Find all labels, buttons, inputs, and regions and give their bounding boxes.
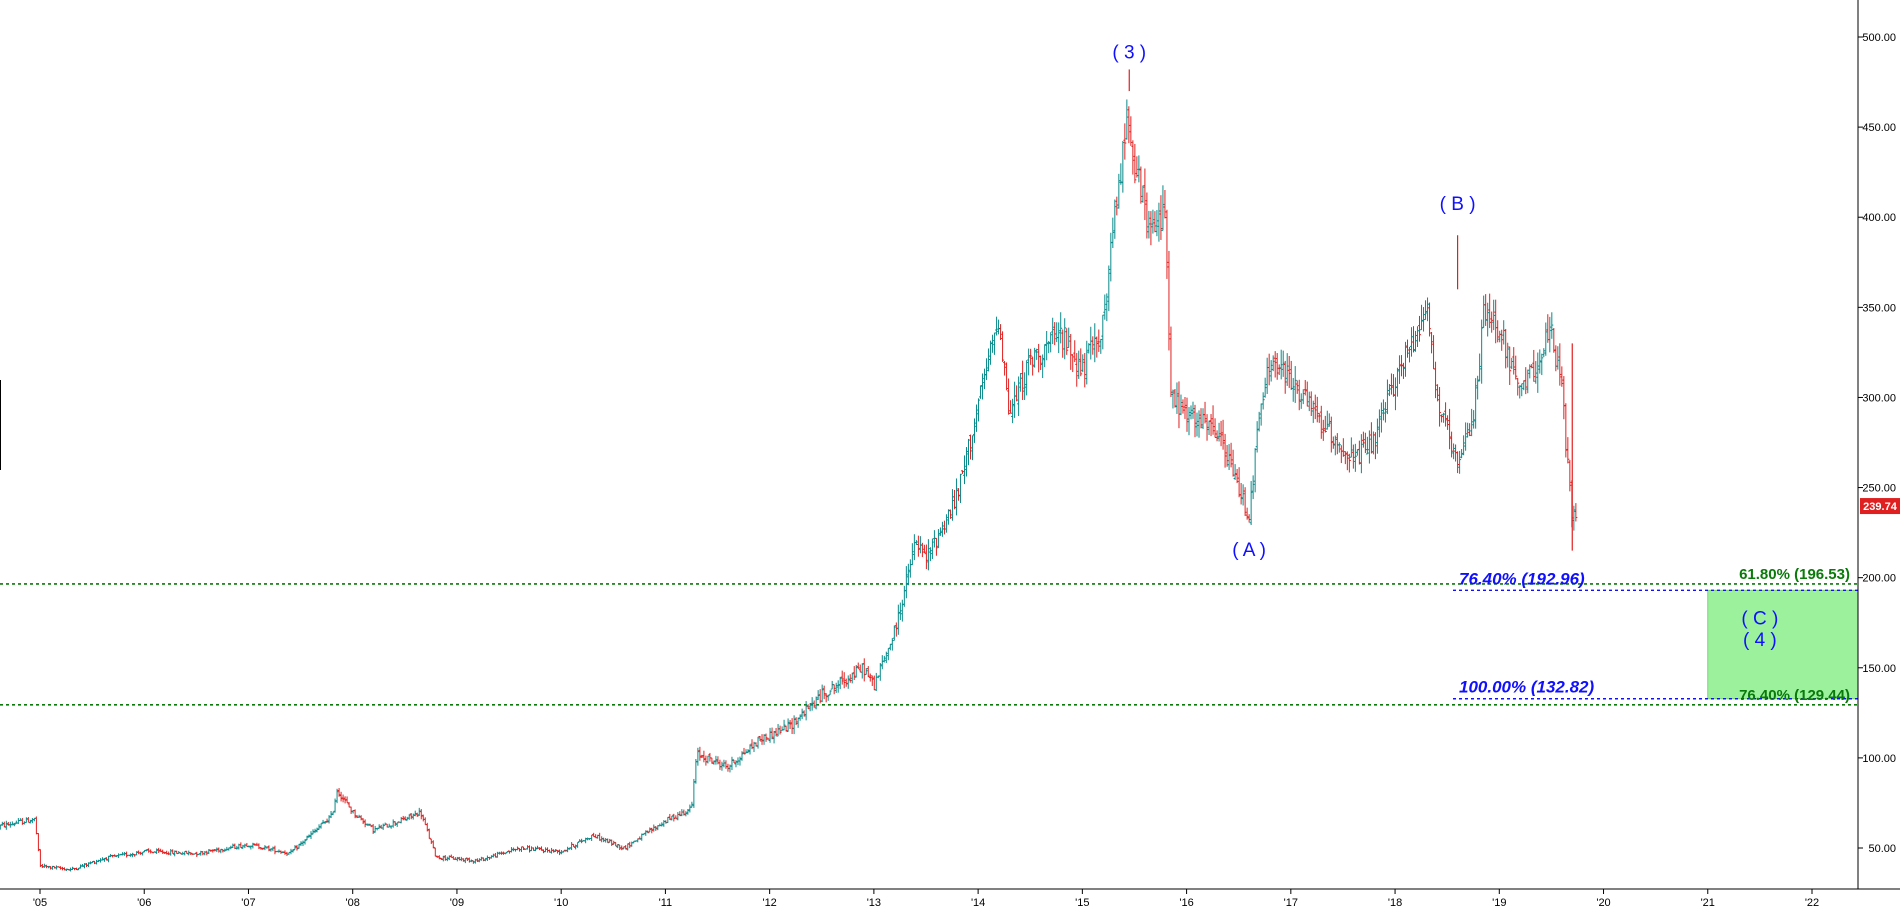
y-tick-label: 250.00 bbox=[1862, 483, 1896, 495]
x-tick-label: '22 bbox=[1805, 897, 1819, 909]
x-tick-label: '19 bbox=[1492, 897, 1506, 909]
candlestick-series bbox=[0, 69, 1578, 872]
x-tick-label: '12 bbox=[762, 897, 776, 909]
fib-label-green: 76.40% (129.44) bbox=[1739, 687, 1850, 704]
y-tick-label: 400.00 bbox=[1862, 212, 1896, 224]
x-tick-label: '07 bbox=[241, 897, 255, 909]
y-tick-label: 150.00 bbox=[1862, 663, 1896, 675]
x-tick-label: '14 bbox=[971, 897, 985, 909]
x-tick-label: '10 bbox=[554, 897, 568, 909]
wave-label: ( B ) bbox=[1440, 194, 1476, 215]
x-tick-label: '15 bbox=[1075, 897, 1089, 909]
x-tick-label: '05 bbox=[33, 897, 47, 909]
x-tick-label: '21 bbox=[1701, 897, 1715, 909]
x-tick-label: '13 bbox=[867, 897, 881, 909]
wave-label: ( A ) bbox=[1232, 540, 1266, 561]
y-tick-label: 450.00 bbox=[1862, 122, 1896, 134]
wave-label: ( 3 ) bbox=[1112, 43, 1146, 64]
x-tick-label: '18 bbox=[1388, 897, 1402, 909]
y-tick-label: 350.00 bbox=[1862, 302, 1896, 314]
fibonacci-lines bbox=[0, 583, 1858, 706]
y-tick-label: 50.00 bbox=[1868, 843, 1896, 855]
fib-label-green: 61.80% (196.53) bbox=[1739, 566, 1850, 583]
x-tick-label: '06 bbox=[137, 897, 151, 909]
x-tick-label: '16 bbox=[1179, 897, 1193, 909]
y-tick-label: 300.00 bbox=[1862, 392, 1896, 404]
last-price-tag bbox=[1860, 498, 1900, 515]
x-tick-label: '09 bbox=[450, 897, 464, 909]
fib-label-blue: 76.40% (192.96) bbox=[1459, 569, 1585, 588]
x-tick-label: '11 bbox=[659, 897, 673, 909]
x-tick-label: '20 bbox=[1596, 897, 1610, 909]
y-tick-label: 100.00 bbox=[1862, 753, 1896, 765]
fib-label-blue: 100.00% (132.82) bbox=[1459, 678, 1594, 697]
wave-label: ( 4 ) bbox=[1743, 630, 1777, 651]
target-zone-layer bbox=[1707, 589, 1859, 700]
annotation-labels: ( 3 ) ( A ) ( B ) ( C )( 4 ) 76.40% (192.96)… bbox=[1112, 43, 1850, 704]
y-tick-label: 200.00 bbox=[1862, 573, 1896, 585]
y-tick-label: 500.00 bbox=[1862, 32, 1896, 44]
x-tick-label: '17 bbox=[1284, 897, 1298, 909]
wave-label: ( C ) bbox=[1741, 609, 1778, 630]
x-tick-label: '08 bbox=[346, 897, 360, 909]
last-price-label: 239.74 bbox=[1863, 501, 1898, 513]
target-zone-box bbox=[1707, 589, 1859, 700]
